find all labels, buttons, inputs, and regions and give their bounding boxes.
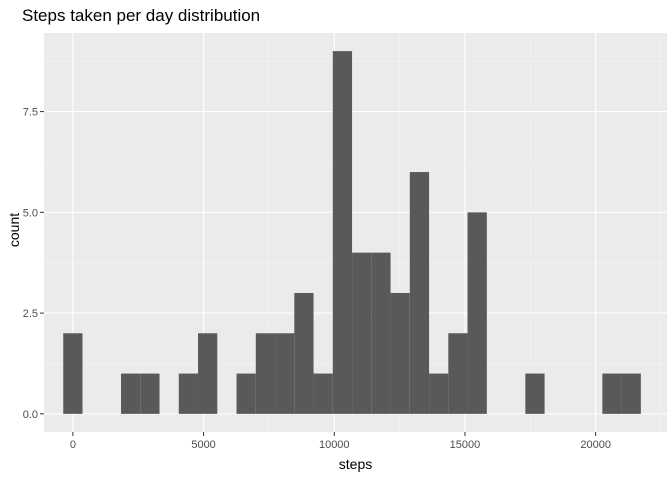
histogram-bar-21 [467, 212, 487, 414]
histogram-bar-11 [275, 333, 295, 414]
histogram-bar-16 [371, 252, 391, 414]
histogram-bar-3 [121, 373, 141, 414]
y-tick-label: 7.5 [23, 107, 38, 119]
histogram-bar-0 [63, 333, 83, 414]
x-tick-label: 15000 [450, 439, 481, 451]
histogram-bar-14 [332, 51, 353, 414]
histogram-bar-7 [198, 333, 218, 414]
histogram-bar-24 [525, 373, 545, 414]
y-tick-label: 5.0 [23, 207, 38, 219]
histogram-bar-29 [621, 373, 641, 414]
histogram-bar-9 [236, 373, 256, 414]
x-tick-label: 20000 [580, 439, 611, 451]
histogram-bar-20 [448, 333, 468, 414]
y-tick-label: 2.5 [23, 308, 38, 320]
histogram-bar-19 [429, 373, 449, 414]
histogram-bar-28 [602, 373, 622, 414]
x-axis-label: steps [338, 456, 373, 472]
chart-title: Steps taken per day distribution [22, 6, 261, 25]
histogram-bar-4 [140, 373, 160, 414]
histogram-bar-12 [294, 292, 314, 414]
histogram-bar-17 [390, 292, 410, 414]
histogram-bar-6 [178, 373, 199, 414]
y-axis-label: count [6, 212, 22, 248]
x-tick-label: 10000 [319, 439, 350, 451]
y-tick-label: 0.0 [23, 409, 38, 421]
histogram-bar-18 [409, 172, 430, 414]
histogram-bar-13 [313, 373, 333, 414]
histogram-bar-10 [255, 333, 276, 414]
histogram-bar-15 [352, 252, 372, 414]
x-tick-label: 0 [70, 439, 76, 451]
x-tick-label: 5000 [191, 439, 215, 451]
